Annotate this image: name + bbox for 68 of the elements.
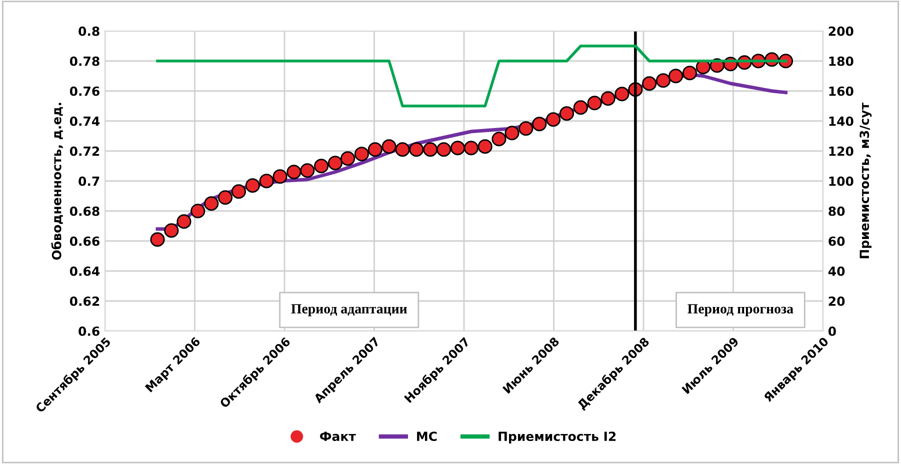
point [504, 126, 520, 140]
y-tick-label: 0.8 [78, 26, 100, 36]
point [340, 151, 356, 166]
y-tick-label: 0.64 [70, 266, 100, 276]
point [682, 66, 698, 80]
y-tick-label: 0.74 [70, 116, 100, 126]
point [464, 140, 478, 156]
point [532, 116, 547, 132]
y2-tick-label: 60 [828, 236, 845, 246]
y2-tick-label: 160 [829, 86, 854, 96]
point [518, 121, 534, 136]
point [231, 184, 246, 199]
y-tick-label: 0.78 [70, 56, 100, 66]
legend-label: МС [417, 432, 437, 442]
point [559, 106, 574, 121]
point [395, 142, 410, 157]
point [176, 214, 192, 229]
y-tick-label: 0.62 [70, 296, 100, 306]
y-axis-title: Обводненность, д.ед. [51, 102, 63, 260]
legend-label: Приемистость I2 [498, 432, 616, 444]
annotation: Период адаптации [291, 304, 407, 316]
y-tick-label: 0.6 [78, 326, 100, 336]
point [164, 223, 179, 238]
point [423, 142, 438, 157]
point [328, 156, 342, 170]
point [450, 140, 465, 156]
y2-tick-label: 100 [829, 176, 854, 186]
point [286, 164, 302, 180]
y2-tick-label: 40 [828, 266, 845, 276]
y-tick-label: 0.7 [78, 176, 100, 186]
y2-tick-label: 180 [829, 56, 854, 66]
point [354, 146, 369, 162]
y2-tick-label: 20 [828, 296, 845, 306]
point [546, 112, 561, 127]
annotation: Период прогноза [688, 304, 794, 316]
point [656, 73, 671, 88]
point [573, 100, 588, 115]
y2-tick-label: 120 [829, 146, 854, 156]
point [614, 86, 630, 102]
point [668, 68, 684, 84]
point [218, 190, 233, 205]
point [259, 174, 274, 188]
point [150, 232, 165, 247]
point [245, 178, 260, 193]
y-tick-label: 0.72 [70, 146, 100, 156]
point [368, 142, 382, 157]
y-tick-label: 0.68 [70, 206, 100, 216]
point [190, 204, 206, 218]
point [642, 76, 657, 91]
y2-tick-label: 0 [828, 326, 836, 336]
point [492, 132, 506, 146]
point [204, 196, 219, 211]
y2-tick-label: 140 [829, 116, 854, 126]
point [587, 96, 602, 110]
point [600, 91, 616, 106]
y2-tick-label: 80 [828, 206, 845, 216]
y-tick-label: 0.66 [70, 236, 100, 246]
point [436, 142, 452, 157]
y-tick-label: 0.76 [70, 86, 100, 96]
legend-label: Факт [320, 432, 356, 442]
point [314, 158, 329, 174]
y2-axis-title: Приемистость, м3/сут [860, 102, 872, 258]
point [300, 163, 315, 178]
point [272, 169, 288, 184]
y2-tick-label: 200 [828, 26, 854, 36]
point [409, 142, 424, 157]
point [478, 139, 492, 154]
point [382, 139, 396, 154]
